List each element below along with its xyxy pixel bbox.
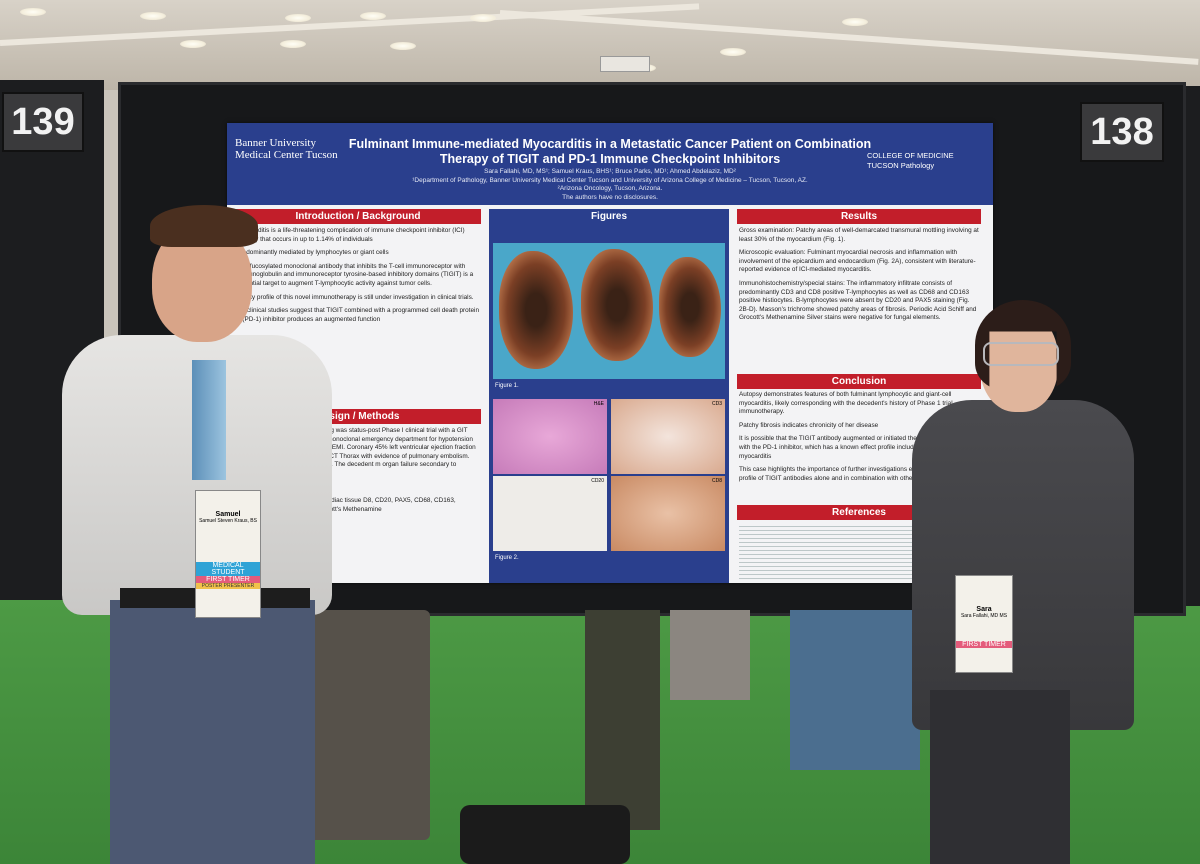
pathology-logo: COLLEGE OF MEDICINE TUCSON Pathology: [867, 151, 954, 170]
section-figures-heading: Figures: [489, 209, 729, 225]
micrograph-cd20: CD20: [493, 476, 607, 551]
attendee-legs: [670, 610, 750, 700]
micro-label: CD8: [711, 478, 722, 484]
woman-trousers: [930, 690, 1070, 864]
badge-role: FIRST TIMER: [956, 641, 1012, 648]
section-conclusion-heading: Conclusion: [737, 374, 981, 389]
conclusion-bullet: It is possible that the TIGIT antibody a…: [739, 435, 978, 460]
woman-blazer: [912, 400, 1134, 730]
badge-role: POSTER PRESENTER: [196, 583, 260, 589]
ceiling-light: [470, 14, 496, 22]
badge-role: FIRST TIMER: [196, 576, 260, 583]
air-vent: [600, 56, 650, 72]
convention-hall-ceiling: [0, 0, 1200, 90]
bag: [460, 805, 630, 864]
badge-fullname: Samuel Steven Kraus, BS: [199, 518, 257, 524]
research-poster: Banner University Medical Center Tucson …: [227, 123, 993, 583]
woman-name-badge: Sara Sara Fallahi, MD MS FIRST TIMER: [955, 575, 1013, 673]
intro-bullet: non-fucosylated monoclonal antibody that…: [237, 262, 474, 287]
poster-affiliation-2: ²Arizona Oncology, Tucson, Arizona.: [557, 185, 663, 192]
man-trousers: [110, 600, 315, 864]
figure-1-gross-heart-sections: [493, 243, 725, 379]
micrograph-cd8: CD8: [611, 476, 725, 551]
ceiling-light: [140, 12, 166, 20]
attendee-legs: [585, 610, 660, 830]
figure-1-caption: Figure 1.: [495, 383, 519, 389]
figure-2-caption: Figure 2.: [495, 555, 519, 561]
ceiling-light: [285, 14, 311, 22]
glasses-icon: [983, 342, 1059, 366]
attendee-jeans: [790, 610, 920, 770]
ceiling-light: [720, 48, 746, 56]
intro-bullet: predominantly mediated by lymphocytes or…: [237, 249, 389, 257]
ceiling-light: [360, 12, 386, 20]
figures-panel: Figures Figure 1. H&E CD3 CD20 CD8 Figur…: [489, 209, 729, 583]
booth-number-138: 138: [1080, 102, 1164, 162]
attendee-legs: [300, 610, 430, 840]
poster-header: Banner University Medical Center Tucson …: [227, 123, 993, 205]
badge-fullname: Sara Fallahi, MD MS: [960, 613, 1008, 619]
banner-logo: Banner University Medical Center Tucson: [235, 137, 338, 161]
micro-label: CD3: [711, 401, 722, 407]
intro-bullet: Myocarditis is a life-threatening compli…: [237, 227, 465, 243]
badge-role: MEDICAL STUDENT: [196, 562, 260, 576]
heart-slice: [581, 249, 653, 361]
micro-label: CD20: [591, 478, 604, 484]
ceiling-light: [390, 42, 416, 50]
intro-text: Myocarditis is a life-threatening compli…: [237, 227, 481, 397]
badge-name: Samuel: [215, 511, 241, 518]
figure-2-micrographs: H&E CD3 CD20 CD8: [493, 399, 725, 551]
ceiling-beam: [0, 3, 700, 46]
conclusion-text: Autopsy demonstrates features of both fu…: [739, 391, 981, 501]
section-intro-heading: Introduction / Background: [235, 209, 481, 224]
ceiling-light: [280, 40, 306, 48]
man-name-badge: Samuel Samuel Steven Kraus, BS MEDICAL S…: [195, 490, 261, 618]
results-bullet: Microscopic evaluation: Fulminant myocar…: [739, 249, 976, 274]
badge-name: Sara: [976, 606, 992, 613]
conclusion-bullet: This case highlights the importance of f…: [739, 466, 968, 482]
ceiling-light: [20, 8, 46, 16]
ceiling-light: [180, 40, 206, 48]
ceiling-light: [842, 18, 868, 26]
micrograph-cd3: CD3: [611, 399, 725, 474]
man-hair: [150, 205, 258, 247]
conclusion-bullet: Patchy fibrosis indicates chronicity of …: [739, 421, 879, 429]
intro-bullet: Safety profile of this novel immunothera…: [237, 293, 474, 301]
poster-disclosure: The authors have no disclosures.: [562, 194, 658, 201]
heart-slice: [499, 251, 573, 369]
poster-affiliation-1: ¹Department of Pathology, Banner Univers…: [412, 177, 808, 184]
micrograph-he: H&E: [493, 399, 607, 474]
poster-authors: Sara Fallahi, MD, MS¹; Samuel Kraus, BHS…: [484, 168, 736, 175]
poster-title: Fulminant Immune-mediated Myocarditis in…: [348, 137, 872, 166]
intro-bullet: Preclinical studies suggest that TIGIT c…: [237, 307, 480, 323]
booth-number-139: 139: [2, 92, 84, 152]
results-bullet: Immunohistochemistry/special stains: The…: [739, 279, 977, 322]
results-text: Gross examination: Patchy areas of well-…: [739, 227, 981, 373]
section-results-heading: Results: [737, 209, 981, 224]
results-bullet: Gross examination: Patchy areas of well-…: [739, 227, 979, 243]
conclusion-bullet: Autopsy demonstrates features of both fu…: [739, 391, 953, 416]
heart-slice: [659, 257, 721, 357]
man-tie: [192, 360, 226, 480]
micro-label: H&E: [593, 401, 604, 407]
